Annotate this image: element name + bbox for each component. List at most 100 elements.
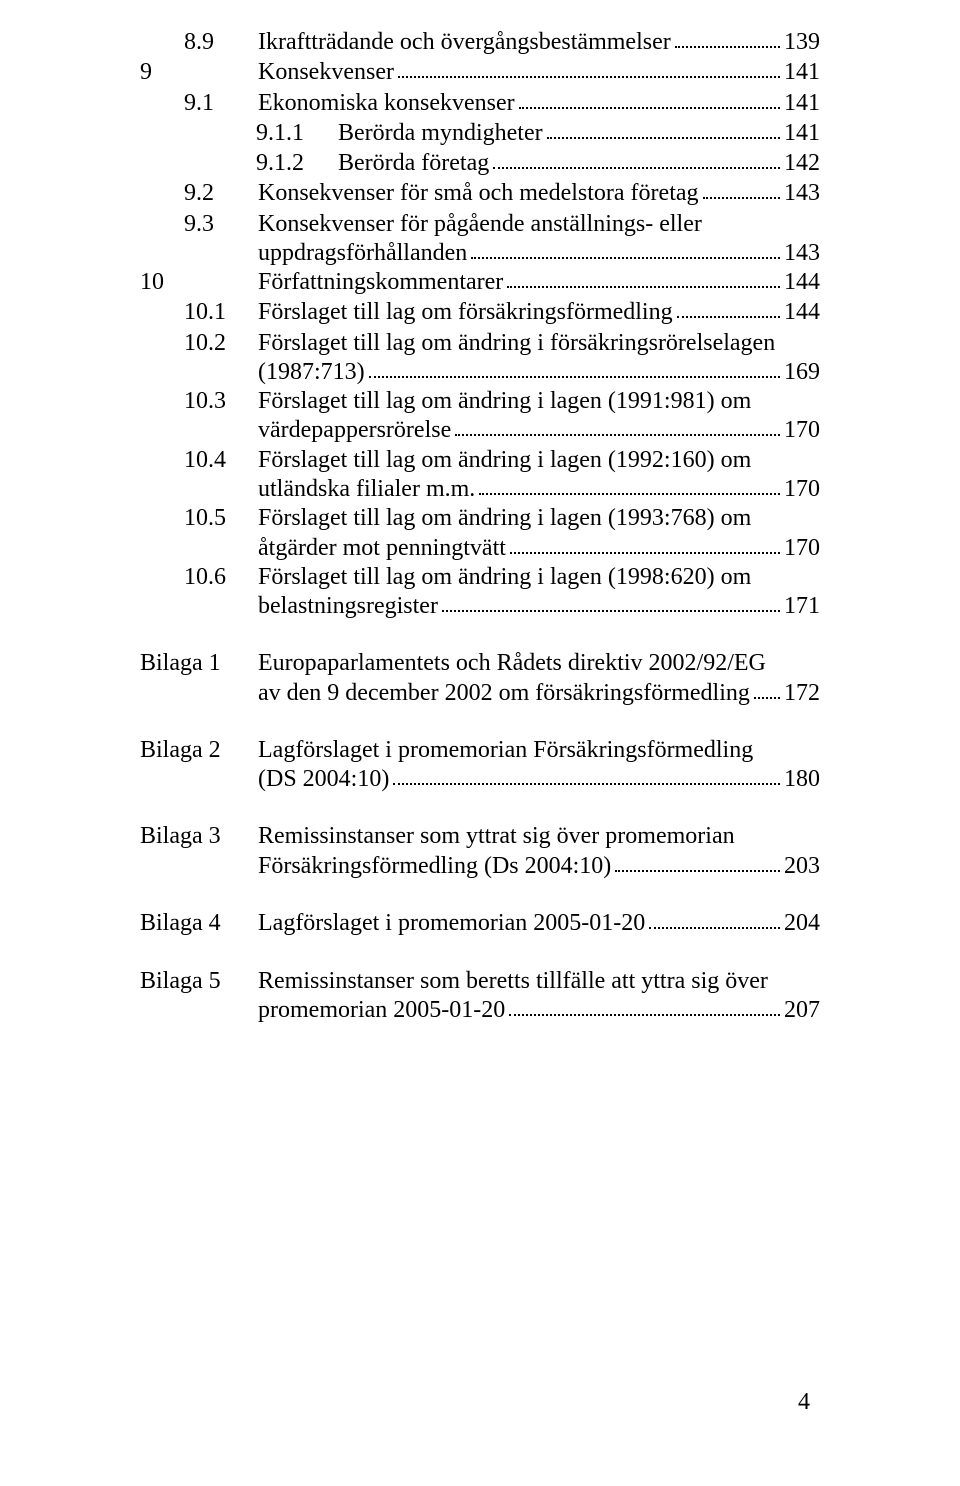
toc-entry-number: 9.1 bbox=[184, 89, 258, 118]
toc-entry-number: 9.3 bbox=[184, 210, 258, 239]
toc-entry-number: 9.1.1 bbox=[256, 119, 338, 148]
toc-entry: 9.3Konsekvenser för pågående anställning… bbox=[184, 210, 820, 269]
toc-entry-line: 10.6Förslaget till lag om ändring i lage… bbox=[184, 563, 820, 592]
toc-entry: 10.1Förslaget till lag om försäkringsför… bbox=[184, 298, 820, 327]
toc-entry-line: Bilaga 1Europaparlamentets och Rådets di… bbox=[140, 649, 820, 678]
toc-entry: 8.9Ikraftträdande och övergångsbestämmel… bbox=[184, 28, 820, 57]
toc-entry: 9.1Ekonomiska konsekvenser141 bbox=[184, 89, 820, 118]
toc-leader-dots bbox=[369, 376, 780, 378]
toc-entry-title: Förslaget till lag om ändring i lagen (1… bbox=[258, 504, 820, 533]
toc-leader-dots bbox=[479, 493, 780, 495]
blank-spacer bbox=[140, 794, 820, 822]
toc-entry-title: Lagförslaget i promemorian Försäkringsfö… bbox=[258, 736, 820, 765]
toc-entry: Bilaga 1Europaparlamentets och Rådets di… bbox=[140, 649, 820, 708]
toc-leader-dots bbox=[442, 610, 780, 612]
toc-entry-title: uppdragsförhållanden bbox=[258, 239, 467, 268]
toc-entry-line: (1987:713) 169 bbox=[184, 358, 820, 387]
toc-entry-title: Remissinstanser som beretts tillfälle at… bbox=[258, 967, 820, 996]
toc-entry-page: 170 bbox=[784, 475, 820, 504]
toc-entry-title: Förslaget till lag om ändring i lagen (1… bbox=[258, 446, 820, 475]
toc-leader-dots bbox=[675, 46, 780, 48]
toc-entry-line: av den 9 december 2002 om försäkringsför… bbox=[140, 679, 820, 708]
toc-entry-number: 10.2 bbox=[184, 329, 258, 358]
toc-entry-number: 9.1.2 bbox=[256, 149, 338, 178]
toc-entry-page: 143 bbox=[784, 239, 820, 268]
toc-leader-dots bbox=[754, 697, 780, 699]
toc-entry: 9Konsekvenser 141 bbox=[140, 58, 820, 87]
toc-entry-title: Berörda myndigheter bbox=[338, 119, 543, 148]
toc-entry: Bilaga 5Remissinstanser som beretts till… bbox=[140, 967, 820, 1026]
toc-entry-page: 170 bbox=[784, 534, 820, 563]
toc-entry-line: Bilaga 3Remissinstanser som yttrat sig ö… bbox=[140, 822, 820, 851]
toc-entry-page: 141 bbox=[784, 58, 820, 87]
toc-entry-line: värdepappersrörelse170 bbox=[184, 416, 820, 445]
toc-entry-title: Förslaget till lag om ändring i lagen (1… bbox=[258, 563, 820, 592]
toc-leader-dots bbox=[547, 137, 780, 139]
toc-leader-dots bbox=[471, 257, 780, 259]
toc-entry: Bilaga 2Lagförslaget i promemorian Försä… bbox=[140, 736, 820, 795]
toc-entry-page: 170 bbox=[784, 416, 820, 445]
toc-entry-line: uppdragsförhållanden 143 bbox=[184, 239, 820, 268]
toc-leader-dots bbox=[677, 316, 780, 318]
toc-entry-title: åtgärder mot penningtvätt bbox=[258, 534, 506, 563]
toc-entry-page: 169 bbox=[784, 358, 820, 387]
toc-leader-dots bbox=[507, 286, 780, 288]
toc-entry-title: Förslaget till lag om försäkringsförmedl… bbox=[258, 298, 673, 327]
toc-entry: 10Författningskommentarer144 bbox=[140, 268, 820, 297]
toc-entry-page: 171 bbox=[784, 592, 820, 621]
toc-leader-dots bbox=[493, 167, 780, 169]
toc-entry-number: 10.5 bbox=[184, 504, 258, 533]
toc-leader-dots bbox=[398, 76, 780, 78]
toc-entry-page: 141 bbox=[784, 119, 820, 148]
toc-entry-number: Bilaga 5 bbox=[140, 967, 258, 996]
toc-entry-line: 10.4Förslaget till lag om ändring i lage… bbox=[184, 446, 820, 475]
toc-leader-dots bbox=[509, 1014, 780, 1016]
toc-entry: 9.2Konsekvenser för små och medelstora f… bbox=[184, 179, 820, 208]
toc-entry-page: 143 bbox=[784, 179, 820, 208]
toc-leader-dots bbox=[703, 197, 780, 199]
toc-entry-title: Försäkringsförmedling (Ds 2004:10) bbox=[258, 852, 611, 881]
toc-entry-line: (DS 2004:10) 180 bbox=[140, 765, 820, 794]
toc-entry-number: 9 bbox=[140, 58, 258, 87]
toc-entry-title: Lagförslaget i promemorian 2005-01-20 bbox=[258, 909, 645, 938]
blank-spacer bbox=[140, 708, 820, 736]
page-number: 4 bbox=[798, 1389, 810, 1416]
toc-entry-page: 204 bbox=[784, 909, 820, 938]
toc-entry-line: promemorian 2005-01-20207 bbox=[140, 996, 820, 1025]
toc-entry-title: Förslaget till lag om ändring i lagen (1… bbox=[258, 387, 820, 416]
toc-entry-page: 180 bbox=[784, 765, 820, 794]
toc-entry-title: Remissinstanser som yttrat sig över prom… bbox=[258, 822, 820, 851]
toc-entry-number: 8.9 bbox=[184, 28, 258, 57]
toc-entry-page: 139 bbox=[784, 28, 820, 57]
toc-entry-number: 10.3 bbox=[184, 387, 258, 416]
toc-entry-line: belastningsregister171 bbox=[184, 592, 820, 621]
toc-entry-number: 10.1 bbox=[184, 298, 258, 327]
toc-entry-line: 10.5Förslaget till lag om ändring i lage… bbox=[184, 504, 820, 533]
toc-entry-title: (DS 2004:10) bbox=[258, 765, 389, 794]
toc-entry-line: utländska filialer m.m. 170 bbox=[184, 475, 820, 504]
toc-entry-number: Bilaga 3 bbox=[140, 822, 258, 851]
toc-entry-line: åtgärder mot penningtvätt 170 bbox=[184, 534, 820, 563]
toc-entry-line: Bilaga 5Remissinstanser som beretts till… bbox=[140, 967, 820, 996]
toc-leader-dots bbox=[393, 783, 780, 785]
toc-entry-page: 207 bbox=[784, 996, 820, 1025]
toc-entry-page: 142 bbox=[784, 149, 820, 178]
toc-entry-title: (1987:713) bbox=[258, 358, 365, 387]
blank-spacer bbox=[140, 939, 820, 967]
toc-entry: 10.2Förslaget till lag om ändring i förs… bbox=[184, 329, 820, 388]
toc-entry-title: Förslaget till lag om ändring i försäkri… bbox=[258, 329, 820, 358]
blank-spacer bbox=[140, 621, 820, 649]
toc-entry-page: 203 bbox=[784, 852, 820, 881]
toc-entry-title: Konsekvenser bbox=[258, 58, 394, 87]
table-of-contents: 8.9Ikraftträdande och övergångsbestämmel… bbox=[140, 28, 820, 1026]
toc-entry-line: 10.3Förslaget till lag om ändring i lage… bbox=[184, 387, 820, 416]
toc-entry-page: 144 bbox=[784, 298, 820, 327]
toc-leader-dots bbox=[519, 107, 780, 109]
toc-entry-title: Ekonomiska konsekvenser bbox=[258, 89, 515, 118]
toc-leader-dots bbox=[455, 434, 780, 436]
toc-entry-number: 10.6 bbox=[184, 563, 258, 592]
toc-entry: 9.1.1Berörda myndigheter 141 bbox=[256, 119, 820, 148]
toc-entry-number: 9.2 bbox=[184, 179, 258, 208]
toc-entry-title: av den 9 december 2002 om försäkringsför… bbox=[258, 679, 750, 708]
toc-entry-title: Berörda företag bbox=[338, 149, 489, 178]
